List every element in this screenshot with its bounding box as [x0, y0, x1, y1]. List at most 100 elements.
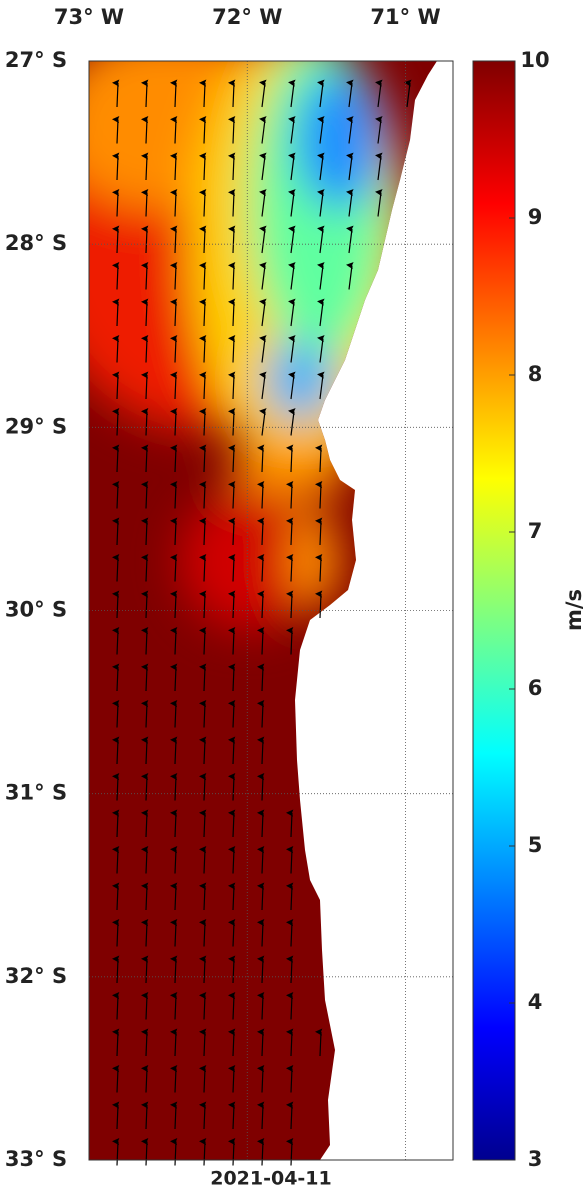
wind-arrow	[199, 1028, 207, 1057]
wind-arrow	[112, 444, 120, 473]
wind-arrow	[199, 261, 207, 290]
wind-arrow	[404, 79, 412, 108]
wind-arrow	[375, 79, 383, 108]
wind-arrow	[141, 371, 149, 400]
wind-arrow	[228, 699, 236, 728]
wind-arrow	[199, 115, 207, 144]
wind-arrow	[112, 261, 120, 290]
wind-arrow	[199, 626, 207, 655]
wind-arrow	[346, 262, 354, 290]
wind-arrow	[112, 845, 120, 874]
wind-arrow	[288, 152, 296, 181]
wind-arrow	[112, 882, 120, 911]
wind-arrow	[199, 991, 207, 1020]
wind-arrow	[286, 517, 294, 546]
wind-arrow	[257, 845, 265, 874]
wind-arrow	[257, 699, 265, 728]
wind-arrow	[228, 918, 236, 947]
wind-arrow	[170, 1101, 178, 1130]
wind-arrow	[228, 772, 236, 801]
lat-tick-label: 27° S	[5, 48, 67, 72]
wind-arrow	[170, 79, 178, 108]
wind-arrow	[257, 626, 265, 655]
wind-arrow	[112, 1137, 120, 1166]
wind-arrow	[228, 79, 236, 108]
wind-arrow	[112, 663, 120, 692]
colorbar	[472, 60, 516, 1161]
wind-arrow	[257, 517, 265, 546]
wind-arrow	[288, 408, 296, 436]
wind-arrow	[288, 225, 296, 254]
lat-tick-label: 29° S	[5, 414, 67, 438]
wind-arrow	[257, 480, 265, 509]
wind-arrow	[288, 335, 296, 363]
wind-arrow	[228, 480, 236, 509]
wind-arrow	[199, 79, 207, 108]
wind-arrow	[112, 334, 120, 363]
wind-arrow	[141, 444, 149, 473]
wind-arrow	[228, 955, 236, 984]
wind-arrow	[315, 553, 323, 582]
wind-arrow	[170, 626, 178, 655]
wind-arrow	[141, 918, 149, 947]
wind-arrow	[199, 845, 207, 874]
wind-arrow	[199, 152, 207, 181]
colorbar-tick-label: 10	[520, 48, 549, 72]
wind-arrow	[257, 918, 265, 947]
colorbar-tick-label: 8	[528, 362, 543, 386]
wind-arrow	[286, 809, 294, 838]
wind-arrow	[257, 955, 265, 984]
wind-arrow	[112, 152, 120, 181]
wind-arrow	[228, 334, 236, 363]
wind-arrow	[170, 882, 178, 911]
wind-arrow	[228, 517, 236, 546]
wind-arrow	[112, 407, 120, 436]
wind-arrow	[170, 772, 178, 801]
wind-arrow	[170, 955, 178, 984]
wind-arrow	[315, 1028, 323, 1057]
lon-tick-label: 71° W	[370, 5, 440, 29]
wind-arrow	[259, 152, 267, 181]
wind-arrow	[259, 262, 267, 290]
wind-field	[89, 61, 437, 1160]
wind-arrow	[170, 334, 178, 363]
wind-arrow	[259, 189, 267, 217]
wind-arrow	[317, 298, 325, 327]
wind-arrow	[317, 152, 325, 181]
wind-arrow	[286, 553, 294, 582]
wind-arrow	[141, 882, 149, 911]
wind-arrow	[286, 991, 294, 1020]
wind-arrow	[257, 772, 265, 801]
wind-arrow	[170, 845, 178, 874]
wind-arrow	[228, 188, 236, 217]
wind-arrow	[346, 189, 354, 217]
wind-arrow	[199, 1101, 207, 1130]
wind-arrow	[141, 225, 149, 254]
wind-arrow	[199, 736, 207, 765]
wind-arrow	[112, 517, 120, 546]
colorbar-tick-label: 9	[528, 205, 543, 229]
colorbar-unit: m/s	[562, 589, 586, 631]
wind-arrow	[259, 116, 267, 144]
lat-tick-label: 30° S	[5, 598, 67, 622]
wind-arrow	[228, 809, 236, 838]
wind-arrow	[286, 882, 294, 911]
wind-arrow	[112, 225, 120, 254]
wind-arrow	[170, 553, 178, 582]
wind-arrow	[257, 991, 265, 1020]
wind-arrow	[286, 955, 294, 984]
wind-arrow	[375, 116, 383, 144]
wind-arrow	[228, 298, 236, 327]
map-date: 2021-04-11	[210, 1168, 332, 1188]
wind-arrow	[257, 882, 265, 911]
wind-arrow	[141, 845, 149, 874]
wind-arrow	[112, 1028, 120, 1057]
wind-arrow	[315, 480, 323, 509]
wind-arrow	[112, 772, 120, 801]
wind-arrow	[199, 371, 207, 400]
wind-arrow	[141, 298, 149, 327]
map-frame	[88, 60, 454, 1161]
wind-arrow	[288, 371, 296, 400]
wind-arrow	[228, 261, 236, 290]
